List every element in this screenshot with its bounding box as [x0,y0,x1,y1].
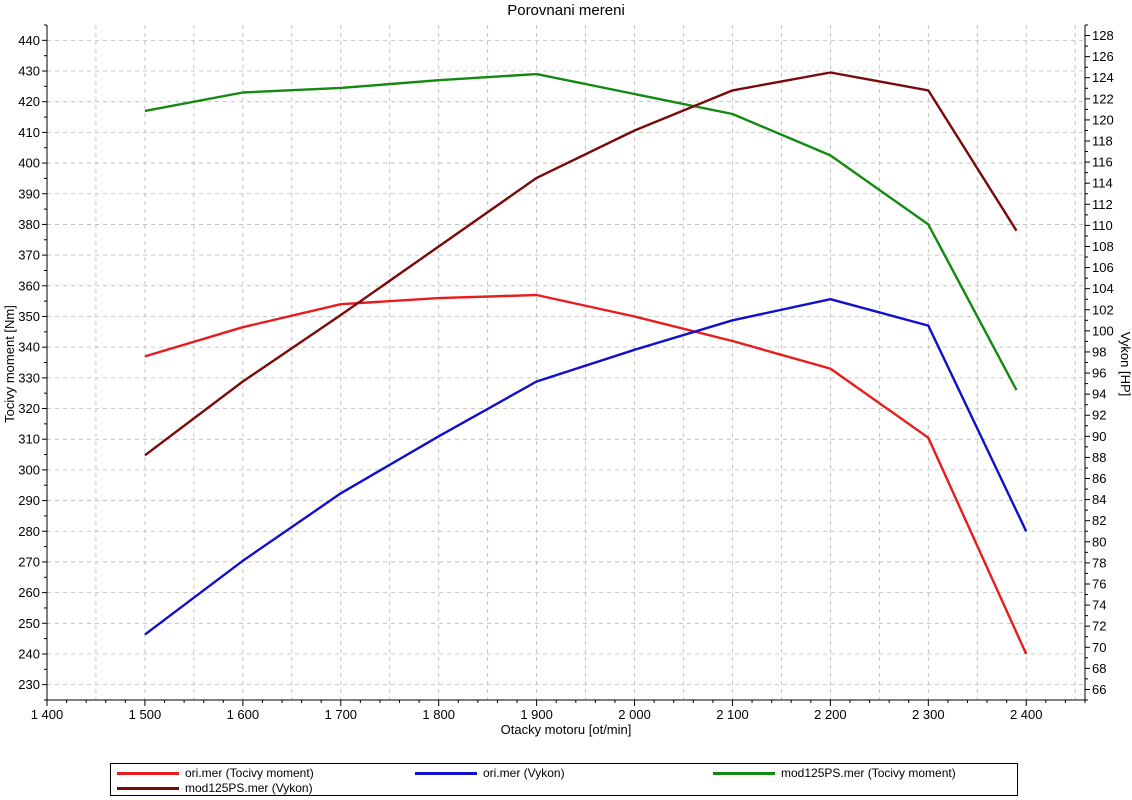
y2-tick-label: 128 [1092,28,1114,43]
x-tick-label: 1 500 [129,707,162,722]
y2-tick-label: 126 [1092,49,1114,64]
y2-tick-label: 66 [1092,682,1106,697]
y-tick-label: 330 [18,370,40,385]
x-tick-label: 2 000 [618,707,651,722]
legend: ori.mer (Tocivy moment) ori.mer (Vykon) mo… [110,763,1018,796]
x-tick-label: 1 400 [31,707,64,722]
y2-tick-label: 102 [1092,302,1114,317]
x-tick-label: 1 600 [227,707,260,722]
legend-label: ori.mer (Vykon) [483,766,565,780]
y2-tick-label: 72 [1092,619,1106,634]
y2-tick-label: 120 [1092,112,1114,127]
y2-tick-label: 116 [1092,155,1113,170]
x-tick-label: 2 300 [912,707,945,722]
y2-tick-label: 96 [1092,366,1106,381]
y-tick-label: 360 [18,278,40,293]
y-tick-label: 270 [18,554,40,569]
y2-tick-label: 108 [1092,239,1114,254]
y-axis-label: Tocivy moment [Nm] [2,305,17,423]
y2-tick-label: 118 [1092,134,1113,149]
y2-tick-label: 94 [1092,387,1106,402]
y-tick-label: 350 [18,309,40,324]
y2-tick-label: 80 [1092,534,1106,549]
y2-tick-label: 90 [1092,429,1106,444]
y-tick-label: 380 [18,217,40,232]
x-tick-label: 2 400 [1010,707,1043,722]
y-tick-label: 240 [18,646,40,661]
y2-tick-label: 92 [1092,408,1106,423]
y2-tick-label: 98 [1092,344,1106,359]
y2-tick-label: 88 [1092,450,1106,465]
y-tick-label: 420 [18,94,40,109]
y2-tick-label: 70 [1092,640,1106,655]
x-axis-label: Otacky motoru [ot/min] [501,722,632,737]
y-tick-label: 370 [18,248,40,263]
y-tick-label: 250 [18,616,40,631]
y2-tick-label: 106 [1092,260,1114,275]
grid [46,25,1085,700]
x-tick-label: 2 100 [716,707,749,722]
series-lines [144,71,1028,655]
x-tick-label: 2 200 [814,707,847,722]
legend-item: mod125PS.mer (Tocivy moment) [713,766,956,780]
y2-tick-label: 76 [1092,576,1106,591]
x-tick-label: 1 900 [520,707,553,722]
y-tick-label: 430 [18,64,40,79]
y-tick-label: 260 [18,585,40,600]
y2-tick-label: 112 [1092,197,1113,212]
y2-tick-label: 122 [1092,91,1114,106]
series-line-1 [144,293,1028,655]
y2-tick-label: 84 [1092,492,1106,507]
legend-swatch [117,771,179,775]
series-line-3 [144,72,1018,391]
y-tick-label: 400 [18,156,40,171]
y2-tick-label: 74 [1092,598,1106,613]
y-tick-label: 310 [18,432,40,447]
y-tick-label: 300 [18,462,40,477]
y2-tick-label: 110 [1092,218,1113,233]
y-tick-label: 320 [18,401,40,416]
chart-title: Porovnani mereni [507,2,625,19]
legend-swatch [415,771,477,775]
y2-tick-label: 86 [1092,471,1106,486]
axes: 230 240 250 260 270 280 290 300 310 320 330 340 350 3… [18,24,1114,722]
y-tick-label: 340 [18,340,40,355]
legend-item: ori.mer (Vykon) [415,766,565,780]
y2-tick-label: 104 [1092,281,1114,296]
legend-swatch [117,786,179,790]
legend-swatch [713,771,775,775]
y2-axis-label: Vykon [HP] [1118,332,1132,397]
y-tick-label: 410 [18,125,40,140]
legend-label: ori.mer (Tocivy moment) [185,766,314,780]
x-tick-label: 1 800 [422,707,455,722]
legend-label: mod125PS.mer (Vykon) [185,781,313,795]
legend-item: ori.mer (Tocivy moment) [117,766,314,780]
y2-tick-label: 100 [1092,323,1114,338]
chart: Porovnani mereni 230 240 250 260 270 280 290 30… [2,2,1132,737]
y2-tick-label: 78 [1092,555,1106,570]
legend-item: mod125PS.mer (Vykon) [117,781,313,795]
legend-label: mod125PS.mer (Tocivy moment) [781,766,956,780]
y-tick-label: 280 [18,524,40,539]
y2-tick-label: 114 [1092,176,1113,191]
y2-tick-label: 68 [1092,661,1106,676]
x-tick-label: 1 700 [325,707,358,722]
series-line-4 [144,71,1018,457]
y2-tick-label: 82 [1092,513,1106,528]
y-tick-label: 290 [18,493,40,508]
y-tick-label: 440 [18,33,40,48]
series-line-2 [144,298,1028,636]
y-tick-label: 230 [18,677,40,692]
y-tick-label: 390 [18,186,40,201]
y2-tick-label: 124 [1092,70,1114,85]
